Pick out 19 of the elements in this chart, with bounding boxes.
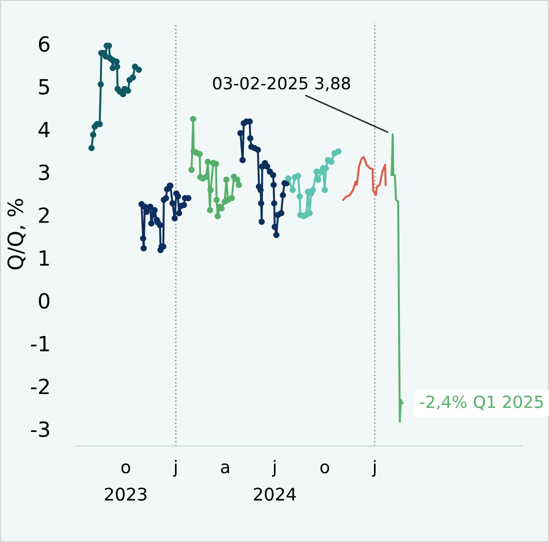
y-tick-label: 3	[39, 164, 50, 180]
y-tick-label: -1	[31, 336, 49, 352]
y-axis-title: Q/Q, %	[7, 198, 26, 270]
y-tick-label: 1	[40, 250, 49, 266]
y-tick-label: 6	[38, 36, 50, 52]
annotation: -2,4% Q1 2025	[420, 395, 543, 410]
y-tick-label: 5	[39, 79, 49, 95]
x-tick-label: j	[173, 460, 177, 477]
x-tick-label: a	[220, 463, 230, 474]
x-tick-label: j 2024	[254, 460, 296, 501]
y-tick-label: -2	[31, 378, 49, 394]
x-tick-label: o	[320, 463, 330, 474]
x-tick-label: j	[372, 460, 376, 477]
y-tick-label: 2	[39, 207, 49, 223]
y-tick-label: 4	[38, 122, 50, 138]
y-tick-label: -3	[31, 421, 50, 438]
x-tick-label: o 2023	[104, 463, 146, 501]
y-tick-label: 0	[38, 292, 50, 309]
annotation: 03-02-2025 3,88	[213, 76, 350, 92]
